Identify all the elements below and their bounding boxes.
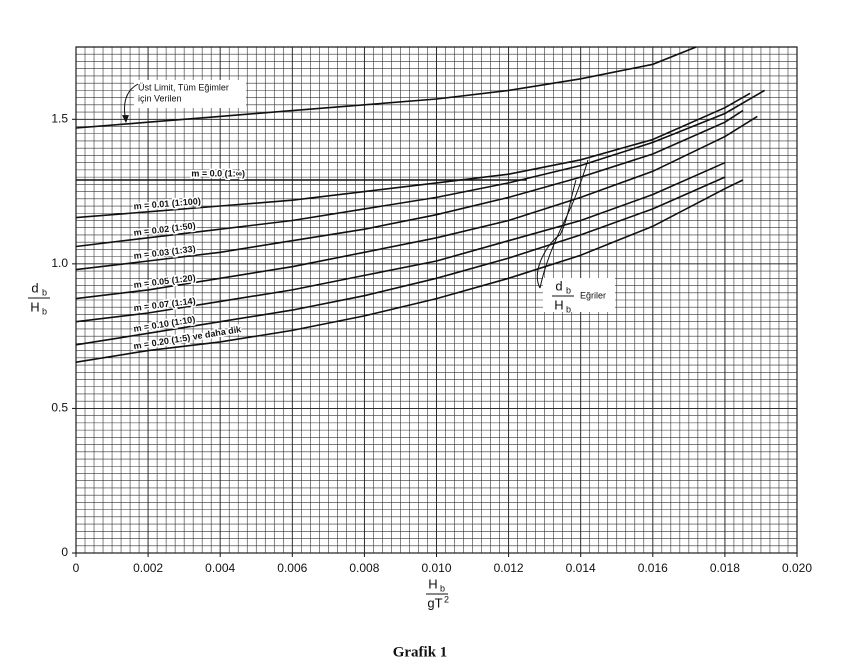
series-line: [75, 176, 726, 346]
x-axis-label-num-sub: b: [440, 583, 445, 593]
series-line: [75, 46, 697, 129]
curves-note-num: d: [555, 278, 562, 293]
y-tick-label: 1.5: [51, 111, 68, 125]
x-axis-label-num: H: [428, 576, 437, 591]
x-tick-label: 0.004: [205, 561, 235, 575]
curves-note-bracket: [536, 159, 589, 289]
x-axis-label-den-sup: 2: [444, 594, 449, 604]
y-axis-label-den: H: [30, 299, 39, 314]
annotation-text: Üst Limit, Tüm Eğimler: [138, 82, 229, 92]
y-tick-label: 1.0: [51, 256, 68, 270]
curves-note-num-sub: b: [566, 285, 571, 295]
series-line: [75, 92, 751, 219]
x-tick-label: 0.010: [421, 561, 451, 575]
y-tick-label: 0.5: [51, 401, 68, 415]
x-tick-label: 0: [73, 561, 80, 575]
caption: Grafik 1: [393, 644, 448, 660]
y-tick-label: 0: [61, 545, 68, 559]
x-tick-label: 0.002: [133, 561, 163, 575]
x-tick-label: 0.020: [782, 561, 812, 575]
series-line: [75, 161, 726, 323]
y-axis-label-num: d: [31, 280, 38, 295]
x-tick-label: 0.008: [349, 561, 379, 575]
series-line: [75, 109, 744, 271]
x-tick-label: 0.012: [494, 561, 524, 575]
x-tick-label: 0.006: [277, 561, 307, 575]
curves-note-den-sub: b: [566, 304, 571, 314]
curves-note-den: H: [554, 297, 563, 312]
annotation-text: için Verilen: [138, 93, 182, 103]
series-line: [75, 89, 766, 248]
x-axis-label-den: gT: [427, 595, 442, 610]
curves-note-bg: [543, 278, 615, 312]
series-line: [75, 115, 758, 300]
x-tick-label: 0.014: [566, 561, 596, 575]
x-tick-label: 0.016: [638, 561, 668, 575]
y-axis-label-num-sub: b: [42, 287, 47, 297]
annotation-arrowhead: [122, 115, 129, 124]
y-axis-label-den-sub: b: [42, 306, 47, 316]
x-tick-label: 0.018: [710, 561, 740, 575]
series-line: [75, 179, 744, 363]
curves-note-text: Eğriler: [580, 290, 606, 300]
annotation-bg: [134, 80, 246, 108]
series-label: m = 0.0 (1:∞): [191, 168, 245, 178]
